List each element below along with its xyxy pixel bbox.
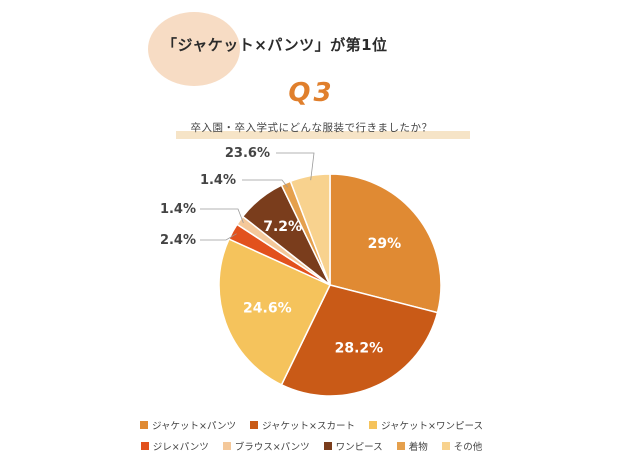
slice-value-label: 1.4%: [160, 202, 196, 217]
legend-label: ジャケット×パンツ: [152, 421, 236, 432]
pie-slice: [289, 173, 331, 286]
legend: ジャケット×パンツ ジャケット×スカート ジャケット×ワンピース ジレ×パンツ ブラウ…: [0, 418, 623, 460]
legend-item: ブラウス×パンツ: [222, 439, 310, 453]
legend-item: ワンピース: [323, 439, 383, 453]
legend-row: ジャケット×パンツ ジャケット×スカート ジャケット×ワンピース: [0, 418, 623, 432]
slice-value-label: 28.2%: [335, 340, 384, 356]
slice-value-label: 24.6%: [243, 301, 292, 317]
question-number: Q3: [288, 78, 335, 108]
legend-item: ジャケット×ワンピース: [368, 418, 483, 432]
legend-swatch: [441, 442, 450, 450]
legend-row: ジレ×パンツ ブラウス×パンツ ワンピース 着物 その他: [0, 439, 623, 453]
legend-swatch: [249, 421, 258, 429]
slice-value-label: 2.4%: [160, 233, 196, 248]
question-text-wrap: 卒入園・卒入学式にどんな服装で行きましたか？: [0, 120, 623, 135]
pie-slice: [329, 173, 442, 314]
legend-label: 着物: [408, 442, 428, 453]
pie-slice: [218, 238, 332, 386]
legend-swatch: [140, 442, 149, 450]
legend-item: 着物: [396, 439, 428, 453]
legend-label: ジレ×パンツ: [152, 442, 209, 453]
legend-label: ジャケット×ワンピース: [380, 421, 483, 432]
slice-value-label: 7.2%: [263, 219, 302, 235]
legend-item: ジャケット×スカート: [249, 418, 355, 432]
legend-item: その他: [441, 439, 483, 453]
legend-swatch: [140, 421, 148, 429]
leader-line: [200, 208, 244, 224]
leader-line: [242, 179, 288, 188]
slice-value-label: 1.4%: [200, 173, 236, 188]
leader-line: [276, 152, 315, 181]
pie-slice: [280, 284, 439, 397]
page-headline: 「ジャケット×パンツ」が第1位: [162, 36, 388, 54]
legend-label: ブラウス×パンツ: [234, 442, 310, 453]
legend-label: その他: [453, 442, 483, 453]
legend-item: ジャケット×パンツ: [140, 418, 236, 432]
legend-swatch: [222, 442, 231, 450]
leader-line: [200, 233, 237, 241]
legend-swatch: [396, 442, 405, 450]
legend-swatch: [368, 421, 377, 429]
legend-swatch: [323, 442, 332, 450]
slice-value-label: 23.6%: [225, 146, 270, 161]
question-underline: [176, 131, 470, 139]
legend-item: ジレ×パンツ: [140, 439, 209, 453]
legend-label: ワンピース: [335, 442, 383, 453]
slice-value-label: 29%: [368, 236, 402, 252]
question-text: 卒入園・卒入学式にどんな服装で行きましたか？: [190, 122, 433, 134]
title-circle-decoration: [148, 12, 240, 86]
legend-label: ジャケット×スカート: [261, 421, 355, 432]
